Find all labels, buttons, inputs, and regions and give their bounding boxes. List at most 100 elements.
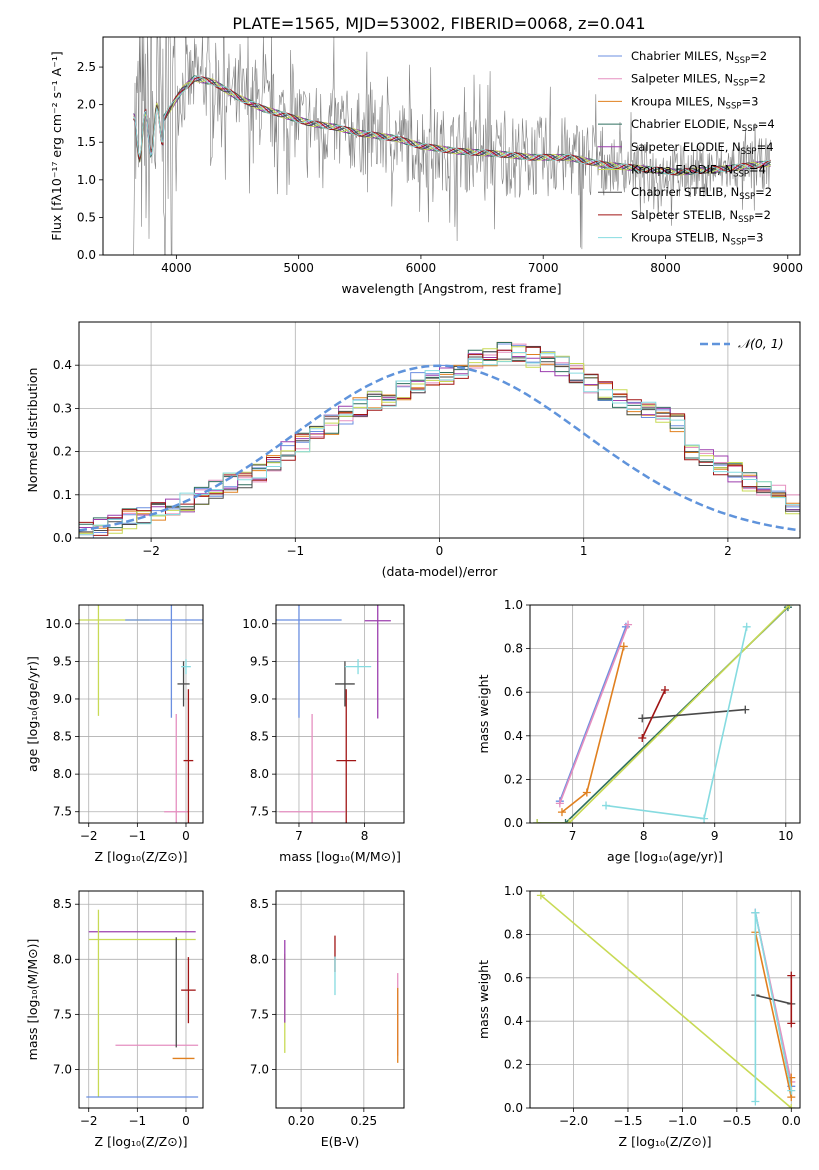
weight-point-marker bbox=[555, 799, 564, 808]
age-vs-weight-ytick-label: 0.2 bbox=[504, 772, 523, 786]
spectrum-data-line bbox=[133, 37, 771, 255]
weight-point-marker bbox=[787, 1019, 796, 1028]
z-vs-age-plot-area bbox=[79, 605, 203, 823]
weight-point-marker bbox=[536, 891, 545, 900]
weight-point-marker bbox=[602, 801, 611, 810]
ebv-vs-mass-ytick-label: 7.0 bbox=[250, 1062, 269, 1076]
ebv-vs-mass-ytick-label: 8.5 bbox=[250, 897, 269, 911]
spectrum-model-line bbox=[133, 77, 771, 176]
z-vs-age-ytick-label: 8.0 bbox=[53, 767, 72, 781]
z-vs-mass-frame bbox=[78, 890, 204, 1109]
z-vs-weight-ytick-label: 0.0 bbox=[504, 1101, 523, 1115]
z-vs-age-ylabel: age [log₁₀(age/yr)] bbox=[25, 656, 40, 772]
z-vs-age-xtick-label: −2 bbox=[80, 829, 98, 843]
figure-title: PLATE=1565, MJD=53002, FIBERID=0068, z=0… bbox=[232, 14, 645, 33]
weight-point-marker bbox=[557, 808, 566, 817]
z-vs-mass-plot-area bbox=[86, 909, 199, 1098]
z-vs-weight-ytick-label: 1.0 bbox=[504, 884, 523, 898]
weight-series-line bbox=[559, 626, 627, 802]
age-vs-weight-xlabel: age [log₁₀(age/yr)] bbox=[607, 849, 723, 864]
z-vs-weight-xtick-label: 0.0 bbox=[782, 1114, 801, 1128]
spectrum-ylabel: Flux [fλ10⁻¹⁷ erg cm⁻² s⁻¹ A⁻¹] bbox=[49, 51, 64, 240]
z-vs-weight-ytick-label: 0.8 bbox=[504, 927, 523, 941]
legend-entry: Salpeter ELODIE, NSSP=4 bbox=[631, 140, 774, 157]
spectrum-model-line bbox=[133, 75, 771, 175]
mass-vs-age-ytick-label: 8.0 bbox=[250, 767, 269, 781]
ebv-vs-mass-xtick-label: 0.20 bbox=[288, 1114, 315, 1128]
residuals-xlabel: (data-model)/error bbox=[382, 564, 499, 579]
residuals-plot-area bbox=[79, 341, 800, 538]
z-vs-mass-ytick-label: 7.5 bbox=[53, 1007, 72, 1021]
spectrum-xlabel: wavelength [Angstrom, rest frame] bbox=[341, 281, 561, 296]
z-vs-weight-xtick-label: −2.0 bbox=[559, 1114, 588, 1128]
mass-vs-age-ytick-label: 8.5 bbox=[250, 730, 269, 744]
legend-entry: 𝒩(0, 1) bbox=[738, 336, 784, 351]
age-vs-weight-xtick-label: 8 bbox=[640, 829, 648, 843]
spectrum-ytick-label: 0.5 bbox=[77, 210, 96, 224]
spectrum-ytick-label: 1.5 bbox=[77, 135, 96, 149]
z-vs-age-ytick-label: 9.0 bbox=[53, 692, 72, 706]
normal-distribution-curve bbox=[79, 364, 800, 532]
age-vs-weight-xtick-label: 10 bbox=[778, 829, 793, 843]
ebv-vs-mass-ytick-label: 8.0 bbox=[250, 952, 269, 966]
spectrum-ytick-label: 0.0 bbox=[77, 248, 96, 262]
spectrum-plot-area bbox=[133, 37, 771, 255]
ebv-vs-mass-frame bbox=[275, 890, 405, 1109]
weight-series-line bbox=[540, 894, 792, 1108]
z-vs-weight-ytick-label: 0.2 bbox=[504, 1058, 523, 1072]
residuals-frame bbox=[78, 321, 801, 539]
spectrum-frame bbox=[102, 36, 801, 256]
spectrum-xtick-label: 5000 bbox=[283, 261, 314, 275]
z-vs-age-xtick-label: −1 bbox=[129, 829, 147, 843]
residuals-xtick-label: −1 bbox=[286, 544, 304, 558]
weight-point-marker bbox=[751, 908, 760, 917]
residuals-ytick-label: 0.0 bbox=[53, 531, 72, 545]
z-vs-weight-ytick-label: 0.4 bbox=[504, 1014, 523, 1028]
spectrum-xtick-label: 7000 bbox=[528, 261, 559, 275]
z-vs-mass-xlabel: Z [log₁₀(Z/Z⊙)] bbox=[95, 1134, 188, 1149]
weight-series-line bbox=[641, 689, 666, 739]
z-vs-weight-chart: −2.0 −1.5 −1.0 −0.5 0.0 0.0 0.2 0.4 0.6 0.8 1.0 Z [… bbox=[476, 884, 801, 1149]
age-vs-weight-frame bbox=[529, 604, 801, 824]
age-vs-weight-plot-area bbox=[533, 605, 794, 823]
z-vs-age-ytick-label: 10.0 bbox=[45, 617, 72, 631]
histogram-step-line bbox=[79, 352, 800, 536]
mass-vs-age-frame bbox=[275, 604, 405, 824]
weight-point-marker bbox=[742, 622, 751, 631]
residuals-chart: −2 −1 0 1 2 0.0 0.1 0.2 0.3 0.4 (data-model)/error… bbox=[25, 321, 801, 579]
age-vs-weight-ytick-label: 0.0 bbox=[504, 816, 523, 830]
weight-series-line bbox=[561, 646, 625, 813]
legend-entry: Salpeter MILES, NSSP=2 bbox=[631, 72, 766, 89]
ebv-vs-mass-chart: 0.20 0.25 7.0 7.5 8.0 8.5 E(B-V) bbox=[250, 890, 405, 1149]
weight-series-line bbox=[537, 606, 789, 823]
legend-entry: Kroupa MILES, NSSP=3 bbox=[631, 94, 758, 111]
z-vs-mass-ytick-label: 7.0 bbox=[53, 1062, 72, 1076]
legend-entry: Chabrier ELODIE, NSSP=4 bbox=[631, 117, 775, 134]
age-vs-weight-ylabel: mass weight bbox=[476, 674, 491, 753]
z-vs-weight-frame bbox=[529, 890, 801, 1109]
weight-series-line bbox=[754, 932, 793, 1098]
weight-point-marker bbox=[785, 605, 794, 609]
weight-point-marker bbox=[787, 1086, 796, 1095]
z-vs-age-chart: −2 −1 0 7.5 8.0 8.5 9.0 9.5 10.0 Z [log₁₀(Z/Z⊙)] a… bbox=[25, 604, 204, 864]
spectrum-xtick-label: 6000 bbox=[406, 261, 437, 275]
spectrum-legend: Chabrier MILES, NSSP=2 Salpeter MILES, NS… bbox=[598, 49, 775, 248]
legend-entry: Kroupa STELIB, NSSP=3 bbox=[631, 231, 763, 248]
weight-point-marker bbox=[582, 788, 591, 797]
legend-entry: Chabrier STELIB, NSSP=2 bbox=[631, 185, 772, 202]
weight-point-marker bbox=[638, 714, 647, 723]
z-vs-mass-xtick-label: −1 bbox=[129, 1114, 147, 1128]
residuals-xtick-label: 0 bbox=[436, 544, 444, 558]
mass-vs-age-plot-area bbox=[276, 605, 391, 823]
mass-vs-age-xlabel: mass [log₁₀(M/M⊙)] bbox=[279, 849, 401, 864]
weight-point-marker bbox=[619, 642, 628, 651]
weight-point-marker bbox=[787, 1104, 796, 1108]
age-vs-weight-ytick-label: 0.8 bbox=[504, 642, 523, 656]
z-vs-age-xtick-label: 0 bbox=[182, 829, 190, 843]
z-vs-weight-xtick-label: −0.5 bbox=[722, 1114, 751, 1128]
age-vs-weight-chart: 7 8 9 10 0.0 0.2 0.4 0.6 0.8 1.0 age [log₁₀(age/yr… bbox=[476, 598, 801, 864]
legend-entry: Salpeter STELIB, NSSP=2 bbox=[631, 208, 771, 225]
residuals-xtick-label: −2 bbox=[142, 544, 160, 558]
mass-vs-age-chart: 7 8 7.5 8.0 8.5 9.0 9.5 10.0 mass [log₁₀(M/M⊙)] bbox=[242, 604, 405, 864]
ebv-vs-mass-ytick-label: 7.5 bbox=[250, 1007, 269, 1021]
